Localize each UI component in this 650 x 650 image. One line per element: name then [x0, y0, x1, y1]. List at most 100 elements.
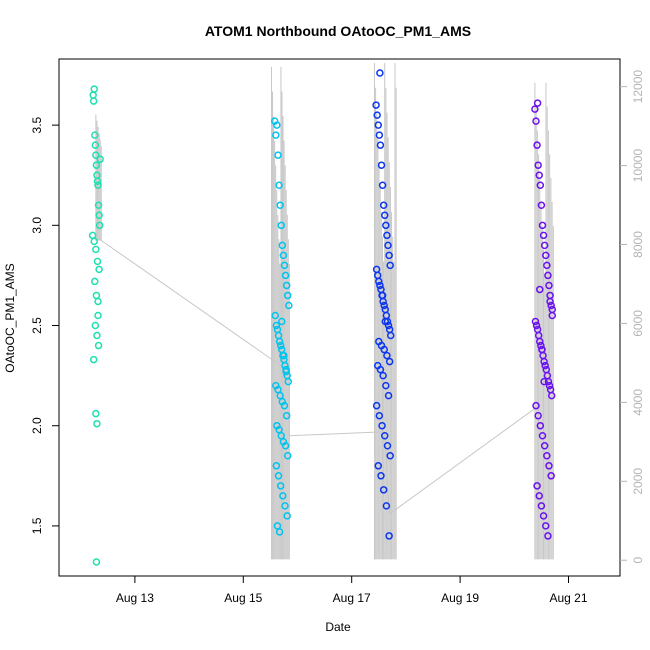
data-point: [380, 301, 388, 310]
data-point: [282, 411, 291, 420]
data-point: [544, 532, 552, 540]
x-axis-label: Date: [325, 620, 351, 634]
data-point: [384, 241, 392, 250]
data-point: [278, 241, 287, 250]
data-point: [531, 317, 540, 326]
data-point: [380, 345, 388, 354]
data-point: [545, 281, 553, 290]
data-point: [277, 221, 285, 230]
y2-tick-label: 8000: [631, 231, 645, 258]
data-point: [548, 305, 556, 314]
data-point: [91, 131, 99, 139]
data-point: [532, 117, 540, 125]
data-point: [276, 482, 285, 490]
data-point: [547, 301, 555, 310]
data-point: [90, 85, 98, 93]
data-point: [533, 99, 542, 107]
data-point: [535, 492, 543, 500]
data-point: [544, 271, 552, 280]
x-tick-label: Aug 17: [333, 591, 371, 605]
data-point: [280, 401, 289, 410]
data-point: [385, 251, 393, 260]
data-point: [541, 361, 549, 370]
data-point: [532, 321, 541, 330]
data-point: [532, 401, 540, 410]
data-point: [373, 111, 381, 119]
y2-tick-label: 4000: [631, 389, 645, 416]
data-point: [94, 297, 102, 306]
y-tick-label: 1.5: [30, 517, 44, 534]
data-point: [90, 237, 98, 246]
track-polyline: [99, 238, 537, 515]
data-point: [91, 321, 100, 330]
y-axis-label: OAtoOC_PM1_AMS: [3, 263, 17, 372]
data-point: [545, 462, 553, 470]
track-line: [99, 238, 537, 515]
data-point: [283, 291, 292, 300]
data-point: [379, 371, 387, 380]
data-point: [547, 391, 556, 400]
data-point: [95, 221, 104, 230]
x-tick-label: Aug 19: [441, 591, 479, 605]
data-point: [383, 231, 391, 240]
data-point: [544, 377, 553, 386]
data-point: [284, 377, 293, 386]
data-point: [534, 161, 542, 169]
y-axis: 1.5 2.0 2.5 3.0 3.5: [30, 116, 59, 534]
y-tick-label: 2.5: [30, 317, 44, 334]
data-point: [531, 105, 539, 113]
data-point: [278, 317, 286, 326]
data-point: [378, 181, 387, 189]
data-point: [94, 341, 103, 350]
data-point: [283, 512, 291, 520]
y2-tick-label: 0: [631, 557, 645, 564]
data-point: [375, 411, 384, 420]
data-point: [93, 257, 102, 266]
data-point: [275, 528, 284, 536]
data-point: [377, 161, 386, 169]
data-point: [279, 492, 287, 500]
data-point: [540, 377, 548, 386]
data-point: [543, 261, 551, 270]
x-tick-label: Aug 13: [116, 591, 154, 605]
data-point: [372, 401, 381, 410]
data-point: [543, 452, 551, 460]
y2-axis-right: 0 2000 4000 6000 8000 10000 12000: [620, 70, 645, 564]
data-point: [385, 532, 393, 540]
data-point: [281, 271, 290, 280]
data-point: [541, 522, 550, 530]
x-tick-label: Aug 21: [549, 591, 587, 605]
y2-tick-label: 10000: [631, 149, 645, 183]
data-point: [372, 101, 380, 109]
data-point: [94, 311, 102, 320]
data-point: [536, 181, 545, 189]
y-tick-label: 3.5: [30, 116, 44, 133]
data-point: [274, 151, 282, 159]
data-point: [547, 472, 555, 480]
data-point: [92, 409, 100, 418]
data-point: [283, 452, 292, 460]
data-point: [386, 452, 394, 460]
data-point: [93, 177, 102, 185]
data-point: [536, 421, 545, 430]
y2-tick-label: 6000: [631, 310, 645, 337]
y2-tick-label: 2000: [631, 468, 645, 495]
data-point: [94, 201, 103, 210]
data-point: [92, 161, 101, 169]
data-point: [385, 357, 394, 366]
y2-tick-label: 12000: [631, 70, 645, 104]
data-point: [276, 341, 285, 350]
data-point: [382, 381, 390, 390]
data-point: [375, 277, 383, 286]
data-point: [375, 131, 384, 139]
data-point: [540, 241, 549, 250]
data-point: [280, 261, 289, 270]
data-point: [382, 221, 390, 230]
data-point: [540, 357, 548, 366]
data-point: [533, 141, 541, 149]
data-point: [536, 285, 544, 294]
data-point: [537, 502, 546, 510]
data-point: [374, 462, 383, 470]
data-point: [272, 321, 281, 330]
